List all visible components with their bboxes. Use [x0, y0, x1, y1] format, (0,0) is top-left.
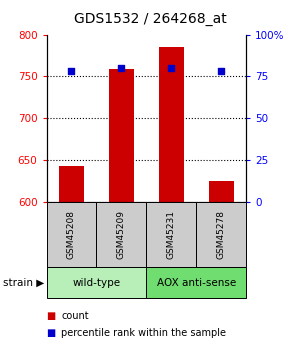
Text: ■: ■ [46, 328, 56, 338]
Text: GSM45231: GSM45231 [167, 210, 176, 259]
Text: ■: ■ [46, 311, 56, 321]
Bar [109, 69, 134, 202]
Point [169, 65, 174, 71]
Point [69, 69, 74, 74]
Text: strain ▶: strain ▶ [3, 278, 44, 288]
Text: AOX anti-sense: AOX anti-sense [157, 278, 236, 288]
Text: percentile rank within the sample: percentile rank within the sample [61, 328, 226, 338]
Text: GSM45208: GSM45208 [67, 210, 76, 259]
Bar [208, 181, 233, 202]
Point [119, 65, 124, 71]
Text: GSM45278: GSM45278 [217, 210, 226, 259]
Point [219, 69, 224, 74]
Text: wild-type: wild-type [72, 278, 120, 288]
Text: count: count [61, 311, 89, 321]
Bar [159, 47, 184, 202]
Text: GDS1532 / 264268_at: GDS1532 / 264268_at [74, 12, 226, 26]
Bar [59, 166, 84, 202]
Text: GSM45209: GSM45209 [117, 210, 126, 259]
